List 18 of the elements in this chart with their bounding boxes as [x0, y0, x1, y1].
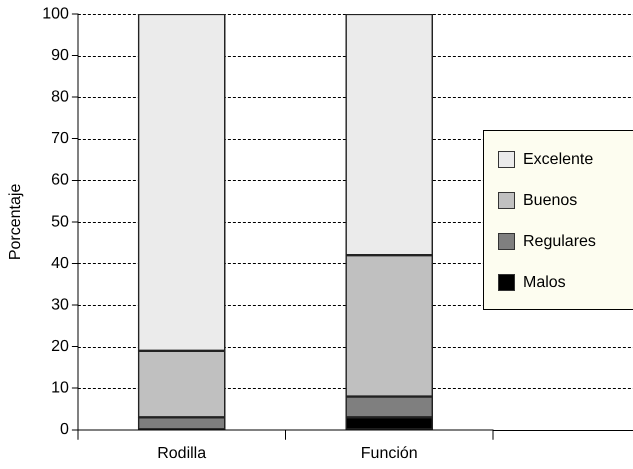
y-tick-label: 100 [42, 5, 69, 22]
y-tick-label: 70 [51, 130, 69, 148]
legend-label: Excelente [523, 150, 594, 168]
y-tick-label: 10 [51, 380, 69, 397]
y-tick-label: 50 [51, 213, 69, 230]
legend-label: Malos [523, 274, 566, 292]
y-axis-title: Porcentaje [7, 184, 24, 260]
x-tick-label: Rodilla [157, 444, 206, 462]
y-tick-label: 60 [51, 172, 69, 189]
x-tick-label: Función [360, 444, 418, 462]
y-tick-label: 20 [51, 338, 69, 356]
y-tick-label: 80 [51, 88, 69, 106]
y-tick-label: 90 [51, 46, 69, 64]
legend-label: Regulares [523, 232, 596, 250]
legend-label: Buenos [523, 192, 578, 210]
y-tick-label: 0 [60, 421, 69, 438]
y-tick-label: 40 [51, 254, 69, 272]
y-tick-label: 30 [51, 296, 69, 314]
